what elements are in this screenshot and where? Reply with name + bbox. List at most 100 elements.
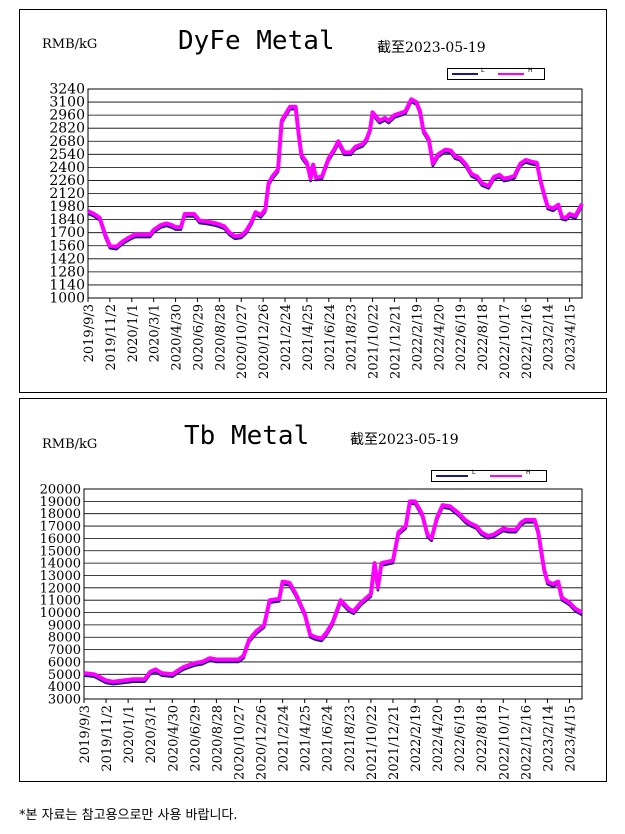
dyfe-x-tick-label: 2020/12/26 (257, 304, 272, 379)
tb-y-tick-label: 3000 (48, 693, 81, 708)
dyfe-x-tick-label: 2023/2/14 (542, 304, 557, 371)
dyfe-x-tick-label: 2022/6/19 (454, 304, 469, 371)
tb-y-tick-label: 4000 (48, 680, 81, 695)
dyfe-chart-title: DyFe Metal (178, 26, 335, 56)
tb-line-chart: 3000400050006000700080009000100001100012… (40, 483, 583, 780)
disclaimer-footnote: *본 자료는 참고용으로만 사용 바랍니다. (19, 808, 238, 823)
tb-legend-swatch-l (436, 475, 468, 477)
tb-x-tick-label: 2022/12/16 (519, 705, 534, 780)
dyfe-legend-label-l: L (481, 67, 485, 74)
dyfe-y-tick-label: 1140 (49, 277, 85, 293)
tb-x-tick-label: 2021/8/23 (343, 705, 358, 772)
dyfe-unit-label: RMB/kG (42, 37, 98, 52)
dyfe-y-tick-label: 2680 (49, 134, 85, 150)
dyfe-x-tick-label: 2020/1/1 (126, 304, 141, 362)
dyfe-x-tick-label: 2020/8/28 (213, 304, 228, 371)
tb-x-tick-label: 2021/10/22 (365, 705, 380, 780)
dyfe-legend-swatch-l (452, 73, 478, 75)
tb-x-tick-label: 2020/1/1 (122, 705, 137, 763)
tb-x-tick-label: 2020/10/27 (232, 705, 247, 780)
dyfe-y-tick-label: 1700 (49, 225, 85, 241)
dyfe-x-tick-label: 2022/10/17 (498, 304, 513, 379)
dyfe-x-tick-label: 2022/12/16 (520, 304, 535, 379)
dyfe-x-tick-label: 2020/3/1 (148, 304, 163, 362)
dyfe-y-tick-label: 2960 (49, 108, 85, 124)
tb-x-tick-label: 2022/4/20 (431, 705, 446, 772)
dyfe-x-tick-label: 2020/10/27 (235, 304, 250, 379)
tb-y-tick-label: 17000 (40, 520, 81, 535)
tb-y-tick-label: 16000 (40, 532, 81, 547)
tb-x-tick-label: 2021/6/24 (321, 705, 336, 772)
tb-y-tick-label: 20000 (40, 483, 81, 498)
dyfe-as-of-date: 截至2023-05-19 (377, 40, 486, 56)
dyfe-y-tick-label: 1980 (49, 199, 85, 215)
tb-legend: L H (431, 469, 547, 482)
tb-x-tick-label: 2020/6/29 (188, 705, 203, 772)
tb-x-tick-label: 2020/3/1 (144, 705, 159, 763)
tb-y-tick-label: 10000 (40, 606, 81, 621)
dyfe-x-tick-label: 2022/2/19 (410, 304, 425, 371)
tb-y-tick-label: 15000 (40, 544, 81, 559)
dyfe-y-tick-label: 2820 (49, 121, 85, 137)
dyfe-legend-label-h: H (528, 67, 533, 74)
tb-x-tick-label: 2022/2/19 (409, 705, 424, 772)
tb-x-tick-label: 2023/2/14 (541, 705, 556, 772)
tb-y-tick-label: 11000 (40, 594, 81, 609)
dyfe-plot-area (87, 88, 583, 299)
dyfe-series-h-line (87, 97, 584, 249)
tb-y-tick-label: 8000 (48, 631, 81, 646)
dyfe-y-tick-label: 3100 (49, 95, 85, 111)
dyfe-y-tick-label: 1000 (49, 291, 85, 307)
tb-x-tick-label: 2022/6/19 (453, 705, 468, 772)
dyfe-y-tick-label: 2540 (49, 147, 85, 163)
dyfe-x-tick-label: 2021/6/24 (323, 304, 338, 371)
tb-y-tick-label: 12000 (40, 581, 81, 596)
dyfe-y-tick-label: 1840 (49, 212, 85, 228)
tb-y-tick-label: 9000 (48, 618, 81, 633)
tb-x-tick-label: 2022/10/17 (497, 705, 512, 780)
dyfe-x-tick-label: 2021/8/23 (345, 304, 360, 371)
tb-chart-title: Tb Metal (184, 421, 310, 451)
tb-plot-area (83, 488, 583, 700)
tb-y-tick-label: 18000 (40, 507, 81, 522)
tb-unit-label: RMB/kG (42, 437, 98, 452)
dyfe-x-tick-label: 2023/4/15 (564, 304, 579, 371)
dyfe-x-tick-label: 2021/12/21 (388, 304, 403, 379)
dyfe-x-tick-label: 2020/4/30 (170, 304, 185, 371)
dyfe-y-tick-label: 3240 (49, 82, 85, 98)
dyfe-y-tick-label: 1420 (49, 251, 85, 267)
dyfe-x-tick-label: 2021/4/25 (301, 304, 316, 371)
tb-x-tick-label: 2022/8/18 (475, 705, 490, 772)
dyfe-y-tick-label: 1560 (49, 238, 85, 254)
tb-y-tick-label: 13000 (40, 569, 81, 584)
tb-chart-panel: RMB/kG Tb Metal 截至2023-05-19 L H 3000 400… (19, 398, 607, 782)
dyfe-x-tick-label: 2019/11/2 (104, 304, 119, 371)
tb-legend-swatch-h (490, 475, 522, 477)
tb-x-tick-label: 2020/8/28 (210, 705, 225, 772)
dyfe-y-tick-label: 2260 (49, 173, 85, 189)
dyfe-x-tick-label: 2022/8/18 (476, 304, 491, 371)
dyfe-series-l-line (87, 100, 584, 251)
tb-series-h-line (83, 499, 583, 684)
tb-x-tick-label: 2023/4/15 (563, 705, 578, 772)
tb-x-tick-label: 2019/9/3 (78, 705, 93, 763)
dyfe-y-tick-label: 2400 (49, 160, 85, 176)
dyfe-chart-panel: RMB/kG DyFe Metal 截至2023-05-19 L H 1000 1… (19, 9, 607, 393)
tb-x-tick-label: 2020/4/30 (166, 705, 181, 772)
tb-x-tick-label: 2021/2/24 (277, 705, 292, 772)
tb-x-tick-label: 2021/12/21 (387, 705, 402, 780)
tb-legend-label-l: L (472, 469, 476, 476)
tb-as-of-date: 截至2023-05-19 (350, 432, 459, 448)
dyfe-x-tick-label: 2021/2/24 (279, 304, 294, 371)
dyfe-x-tick-label: 2021/10/22 (367, 304, 382, 379)
tb-y-tick-label: 5000 (48, 668, 81, 683)
tb-y-tick-label: 7000 (48, 643, 81, 658)
tb-x-tick-label: 2020/12/26 (255, 705, 270, 780)
dyfe-line-chart: 1000114012801420156017001840198021202260… (49, 82, 584, 379)
tb-x-tick-label: 2019/11/2 (100, 705, 115, 772)
tb-y-tick-label: 19000 (40, 495, 81, 510)
dyfe-legend: L H (447, 67, 545, 80)
dyfe-x-tick-label: 2022/4/20 (432, 304, 447, 371)
dyfe-x-tick-label: 2020/6/29 (191, 304, 206, 371)
tb-y-tick-label: 6000 (48, 655, 81, 670)
